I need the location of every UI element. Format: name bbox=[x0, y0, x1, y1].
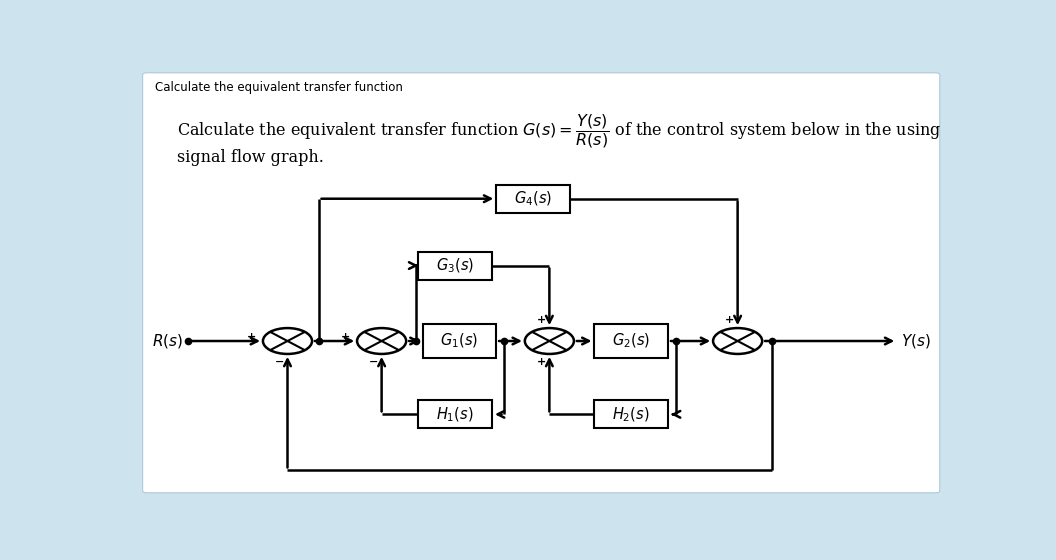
FancyBboxPatch shape bbox=[422, 324, 496, 358]
Text: +: + bbox=[341, 333, 351, 343]
Text: +: + bbox=[724, 315, 734, 325]
FancyBboxPatch shape bbox=[496, 185, 570, 213]
Text: +: + bbox=[247, 333, 257, 343]
Text: −: − bbox=[369, 357, 378, 367]
Text: $H_1(s)$: $H_1(s)$ bbox=[436, 405, 474, 423]
Circle shape bbox=[525, 328, 574, 354]
Text: +: + bbox=[536, 315, 546, 325]
Circle shape bbox=[713, 328, 762, 354]
Circle shape bbox=[263, 328, 313, 354]
Circle shape bbox=[357, 328, 407, 354]
Text: −: − bbox=[275, 357, 284, 367]
Text: $G_1(s)$: $G_1(s)$ bbox=[440, 332, 478, 350]
Text: $G_4(s)$: $G_4(s)$ bbox=[514, 189, 552, 208]
Text: $Y(s)$: $Y(s)$ bbox=[902, 332, 931, 350]
FancyBboxPatch shape bbox=[595, 324, 668, 358]
Text: $R(s)$: $R(s)$ bbox=[152, 332, 184, 350]
Text: $H_2(s)$: $H_2(s)$ bbox=[612, 405, 650, 423]
Text: $G_2(s)$: $G_2(s)$ bbox=[612, 332, 650, 350]
Text: signal flow graph.: signal flow graph. bbox=[177, 149, 324, 166]
Text: $G_3(s)$: $G_3(s)$ bbox=[436, 256, 474, 275]
FancyBboxPatch shape bbox=[143, 73, 940, 493]
Text: Calculate the equivalent transfer function: Calculate the equivalent transfer functi… bbox=[155, 81, 402, 94]
FancyBboxPatch shape bbox=[418, 400, 492, 428]
Text: Calculate the equivalent transfer function $G(s) = \dfrac{Y(s)}{R(s)}$ of the co: Calculate the equivalent transfer functi… bbox=[177, 113, 942, 151]
FancyBboxPatch shape bbox=[418, 251, 492, 279]
Text: +: + bbox=[536, 357, 546, 367]
FancyBboxPatch shape bbox=[595, 400, 668, 428]
